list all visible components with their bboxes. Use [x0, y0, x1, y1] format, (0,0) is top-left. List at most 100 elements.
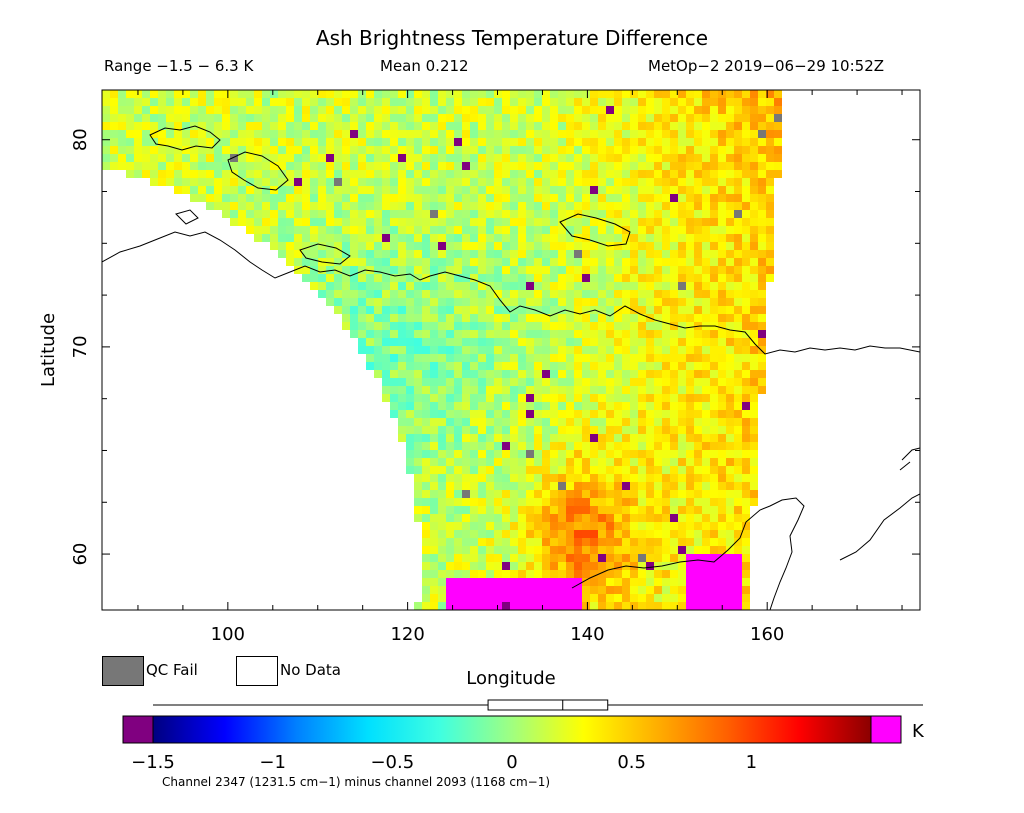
swath-cell — [518, 394, 526, 402]
swath-cell — [350, 146, 358, 154]
swath-cell — [598, 570, 606, 578]
swath-cell — [678, 530, 686, 538]
swath-cell — [526, 490, 534, 498]
swath-cell — [710, 338, 718, 346]
swath-cell — [470, 562, 478, 570]
swath-cell — [558, 98, 566, 106]
swath-cell — [582, 506, 590, 514]
swath-cell — [230, 154, 238, 162]
swath-cell — [382, 130, 390, 138]
swath-cell — [758, 354, 766, 362]
swath-cell — [494, 186, 502, 194]
swath-cell — [614, 282, 622, 290]
swath-cell — [398, 402, 406, 410]
swath-cell — [382, 282, 390, 290]
swath-cell — [518, 322, 526, 330]
swath-cell — [470, 338, 478, 346]
swath-cell — [382, 386, 390, 394]
swath-cell — [222, 186, 230, 194]
swath-cell — [510, 346, 518, 354]
swath-cell — [702, 474, 710, 482]
swath-cell — [710, 154, 718, 162]
swath-cell — [638, 282, 646, 290]
swath-cell — [750, 170, 758, 178]
swath-cell — [622, 386, 630, 394]
swath-cell — [430, 602, 438, 610]
swath-cell — [726, 186, 734, 194]
swath-cell — [526, 522, 534, 530]
swath-cell — [286, 90, 294, 98]
swath-cell — [542, 594, 550, 602]
swath-cell — [358, 290, 366, 298]
swath-cell — [630, 482, 638, 490]
swath-cell — [558, 322, 566, 330]
swath-cell — [614, 530, 622, 538]
swath-cell — [126, 154, 134, 162]
swath-cell — [710, 114, 718, 122]
swath-cell — [694, 570, 702, 578]
swath-cell — [374, 370, 382, 378]
swath-cell — [118, 138, 126, 146]
swath-cell — [566, 450, 574, 458]
swath-cell — [638, 90, 646, 98]
swath-cell — [702, 338, 710, 346]
swath-cell — [414, 490, 422, 498]
swath-cell — [390, 170, 398, 178]
swath-cell — [590, 570, 598, 578]
swath-cell — [470, 258, 478, 266]
swath-cell — [678, 554, 686, 562]
swath-cell — [630, 146, 638, 154]
swath-cell — [486, 442, 494, 450]
swath-cell — [614, 402, 622, 410]
swath-cell — [670, 538, 678, 546]
swath-cell — [750, 490, 758, 498]
swath-cell — [390, 162, 398, 170]
swath-cell — [358, 346, 366, 354]
swath-cell — [654, 498, 662, 506]
swath-cell — [758, 306, 766, 314]
swath-cell — [374, 130, 382, 138]
swath-cell — [382, 114, 390, 122]
swath-cell — [662, 330, 670, 338]
swath-cell — [238, 146, 246, 154]
swath-cell — [318, 138, 326, 146]
swath-cell — [462, 330, 470, 338]
swath-cell — [638, 538, 646, 546]
swath-cell — [414, 138, 422, 146]
swath-cell — [718, 114, 726, 122]
swath-cell — [342, 130, 350, 138]
swath-cell — [526, 434, 534, 442]
swath-cell — [702, 106, 710, 114]
swath-cell — [622, 514, 630, 522]
swath-cell — [614, 418, 622, 426]
swath-cell — [622, 394, 630, 402]
swath-cell — [566, 122, 574, 130]
swath-cell — [742, 138, 750, 146]
swath-cell — [574, 498, 582, 506]
swath-cell — [534, 466, 542, 474]
swath-cell — [646, 250, 654, 258]
swath-cell — [430, 330, 438, 338]
swath-cell — [478, 362, 486, 370]
swath-cell — [502, 586, 510, 594]
swath-cell — [718, 314, 726, 322]
swath-cell — [406, 386, 414, 394]
swath-cell — [646, 586, 654, 594]
swath-cell — [534, 426, 542, 434]
colorbar: −1.5 −1 −0.5 0 0.5 1K — [122, 699, 925, 773]
swath-cell — [542, 146, 550, 154]
swath-cell — [526, 122, 534, 130]
swath-cell — [238, 202, 246, 210]
swath-cell — [278, 146, 286, 154]
swath-cell — [406, 346, 414, 354]
swath-cell — [622, 178, 630, 186]
swath-cell — [630, 418, 638, 426]
swath-cell — [422, 202, 430, 210]
swath-cell — [574, 354, 582, 362]
swath-cell — [454, 138, 462, 146]
swath-cell — [422, 298, 430, 306]
swath-cell — [750, 242, 758, 250]
swath-cell — [118, 106, 126, 114]
swath-cell — [478, 122, 486, 130]
swath-cell — [726, 322, 734, 330]
